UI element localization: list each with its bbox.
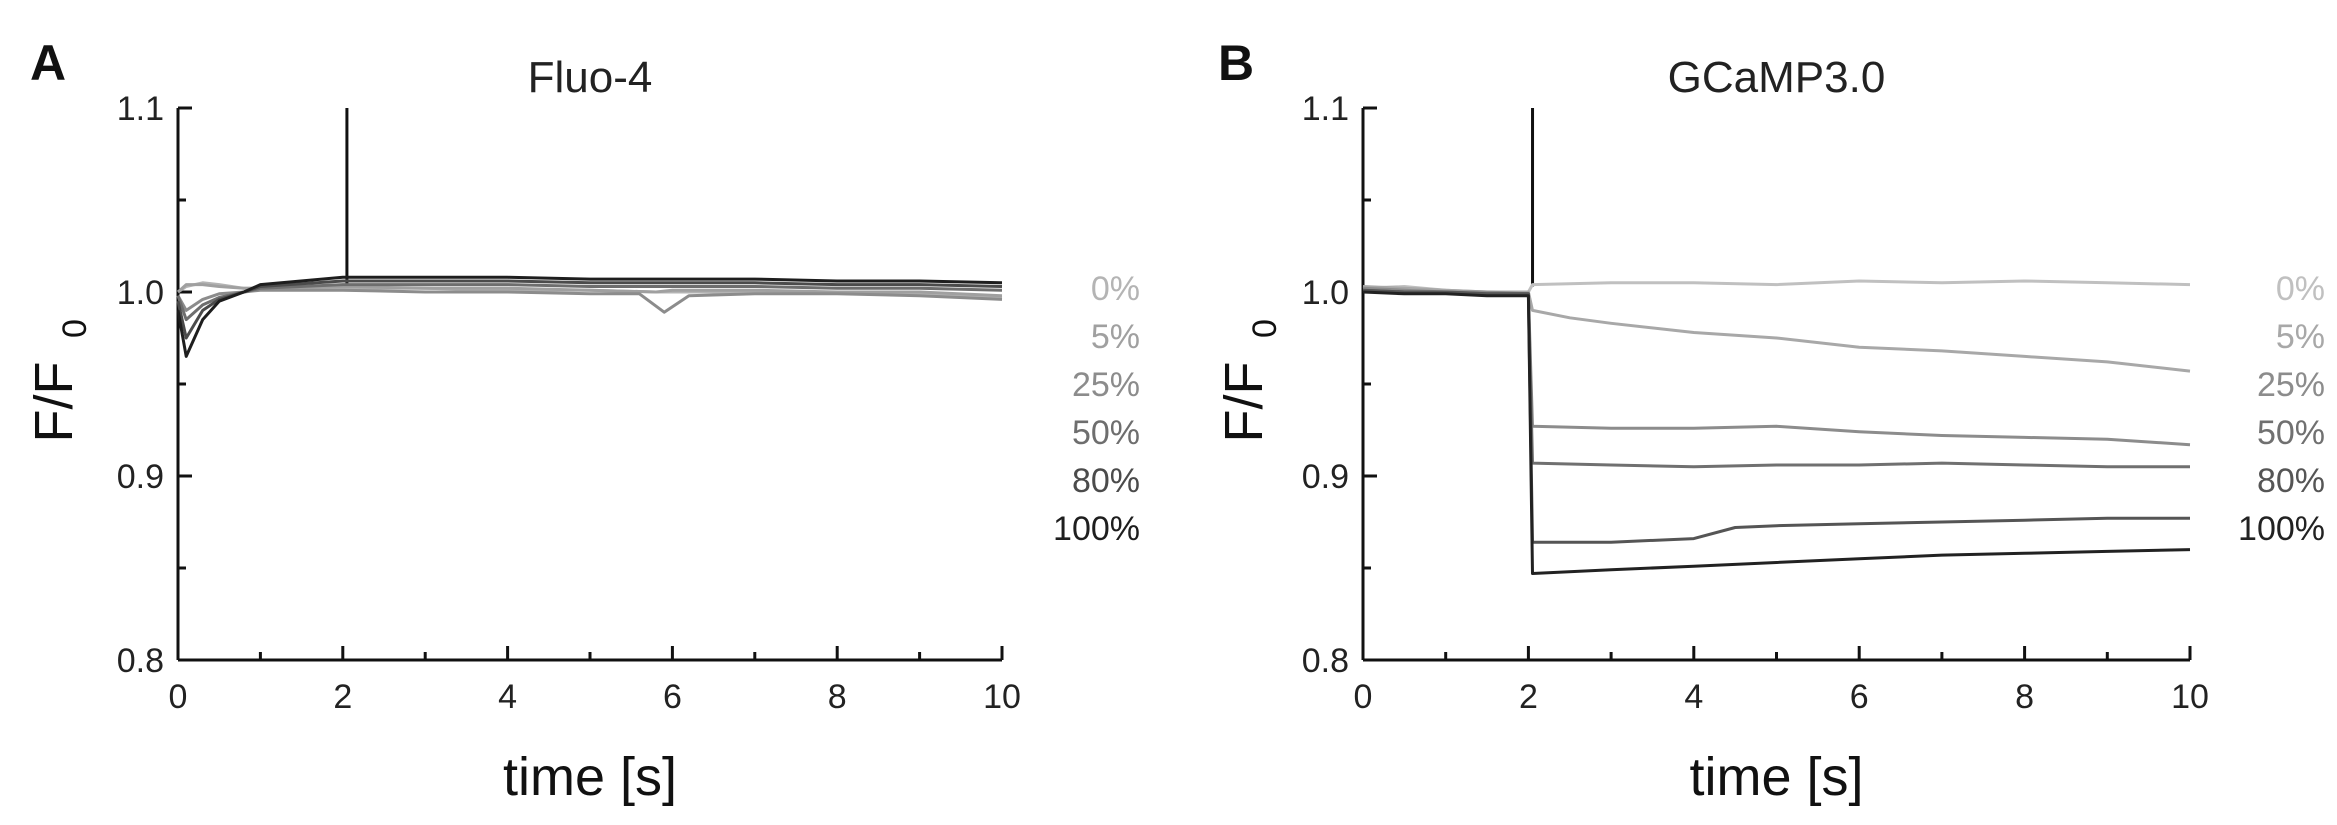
series-line-5pct xyxy=(176,283,1003,298)
series-line-25pct xyxy=(176,288,1003,314)
chart-title: GCaMP3.0 xyxy=(1668,53,1886,102)
series-line-80pct xyxy=(176,279,1003,340)
x-tick-label: 0 xyxy=(169,678,188,716)
x-tick-label: 8 xyxy=(2015,678,2034,716)
x-tick-label: 2 xyxy=(1519,678,1538,716)
y-tick-label: 1.0 xyxy=(1302,274,1349,312)
y-tick-label: 0.9 xyxy=(1302,458,1349,496)
x-tick-label: 2 xyxy=(333,678,352,716)
legend-label: 50% xyxy=(2257,414,2325,452)
y-axis-title-main: F/F xyxy=(24,362,84,443)
y-axis-title-subscript: 0 xyxy=(1246,319,1284,338)
y-axis-title-main: F/F xyxy=(1214,362,1274,443)
y-axis-title: F/F 0 xyxy=(1214,319,1284,442)
x-tick-label: 0 xyxy=(1354,678,1373,716)
panel-b: B GCaMP3.0 0 2 4 6 8 10 0.8 0.9 1.0 1.1 time [s] F/F 0… xyxy=(1214,35,2325,807)
panel-label: A xyxy=(30,35,66,91)
series-line-5pct xyxy=(1362,285,2191,373)
legend-label: 0% xyxy=(1091,270,1140,308)
x-tick-label: 10 xyxy=(2171,678,2209,716)
y-tick-label: 0.8 xyxy=(1302,642,1349,680)
series-line-100pct xyxy=(1362,290,2191,575)
panel-a: A Fluo-4 0 2 4 6 8 10 0.8 0.9 1.0 1.1 time [s] F/F 0 0%… xyxy=(24,35,1140,807)
y-tick-label: 0.9 xyxy=(117,458,164,496)
legend-label: 5% xyxy=(2276,318,2325,356)
x-axis-title: time [s] xyxy=(1689,747,1863,807)
series-line-0pct xyxy=(1362,279,2191,294)
chart-title: Fluo-4 xyxy=(528,53,653,102)
y-axis-title: F/F 0 xyxy=(24,319,94,442)
series-line-100pct xyxy=(176,275,1003,358)
y-tick-label: 1.1 xyxy=(1302,90,1349,128)
legend-label: 0% xyxy=(2276,270,2325,308)
x-tick-label: 6 xyxy=(663,678,682,716)
series-line-50pct xyxy=(1362,288,2190,469)
panel-label: B xyxy=(1218,35,1254,91)
legend-label: 50% xyxy=(1072,414,1140,452)
series-line-25pct xyxy=(1362,286,2191,447)
x-axis-title: time [s] xyxy=(503,747,677,807)
x-tick-label: 4 xyxy=(1684,678,1703,716)
legend-label: 25% xyxy=(1072,366,1140,404)
x-tick-label: 10 xyxy=(983,678,1021,716)
series-line-80pct xyxy=(1362,288,2190,544)
legend-label: 100% xyxy=(1053,510,1140,548)
series-line-50pct xyxy=(176,283,1003,322)
legend-label: 80% xyxy=(2257,462,2325,500)
y-tick-label: 1.0 xyxy=(117,274,164,312)
legend-label: 5% xyxy=(1091,318,1140,356)
legend-label: 25% xyxy=(2257,366,2325,404)
y-axis-title-subscript: 0 xyxy=(56,319,94,338)
x-tick-label: 4 xyxy=(498,678,517,716)
x-tick-label: 6 xyxy=(1850,678,1869,716)
legend-label: 80% xyxy=(1072,462,1140,500)
x-tick-label: 8 xyxy=(828,678,847,716)
y-tick-label: 1.1 xyxy=(117,90,164,128)
legend-label: 100% xyxy=(2238,510,2325,548)
y-tick-label: 0.8 xyxy=(117,642,164,680)
